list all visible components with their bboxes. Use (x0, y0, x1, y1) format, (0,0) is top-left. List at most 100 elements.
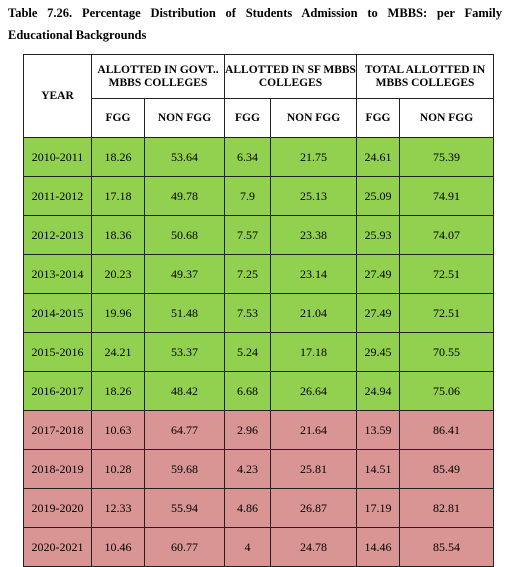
year-cell: 2019-2020 (23, 488, 92, 528)
value-cell-govt-fgg: 19.96 (91, 293, 145, 333)
value-cell-sf-non-fgg: 21.64 (269, 410, 358, 450)
value-cell-sf-non-fgg: 21.75 (269, 137, 358, 177)
value-cell-govt-non-fgg: 49.37 (144, 254, 225, 294)
value-cell-sf-fgg: 7.9 (224, 176, 271, 216)
sub-header-sf-fgg: FGG (224, 98, 271, 138)
year-cell: 2011-2012 (23, 176, 92, 216)
value-cell-govt-non-fgg: 53.64 (144, 137, 225, 177)
value-cell-total-fgg: 25.93 (356, 215, 401, 255)
table-row: 2012-2013 18.36 50.68 7.57 23.38 25.93 74.07 (23, 215, 495, 255)
value-cell-total-fgg: 27.49 (356, 293, 401, 333)
value-cell-total-non-fgg: 85.54 (399, 527, 495, 567)
year-cell: 2014-2015 (23, 293, 92, 333)
value-cell-govt-non-fgg: 55.94 (144, 488, 225, 528)
table-row: 2019-2020 12.33 55.94 4.86 26.87 17.19 82.81 (23, 488, 495, 528)
value-cell-govt-non-fgg: 59.68 (144, 449, 225, 489)
table-row: 2011-2012 17.18 49.78 7.9 25.13 25.09 74.91 (23, 176, 495, 216)
value-cell-total-non-fgg: 85.49 (399, 449, 495, 489)
group-header-row: YEAR ALLOTTED IN GOVT.. MBBS COLLEGES AL… (23, 54, 495, 138)
value-cell-total-non-fgg: 75.06 (399, 371, 495, 411)
value-cell-govt-fgg: 10.46 (91, 527, 145, 567)
distribution-table: YEAR ALLOTTED IN GOVT.. MBBS COLLEGES AL… (23, 54, 495, 567)
value-cell-sf-non-fgg: 26.87 (269, 488, 358, 528)
year-cell: 2010-2011 (23, 137, 92, 177)
value-cell-total-non-fgg: 74.07 (399, 215, 495, 255)
value-cell-sf-fgg: 5.24 (224, 332, 271, 372)
year-cell: 2017-2018 (23, 410, 92, 450)
value-cell-total-non-fgg: 74.91 (399, 176, 495, 216)
value-cell-govt-non-fgg: 60.77 (144, 527, 225, 567)
value-cell-govt-non-fgg: 53.37 (144, 332, 225, 372)
value-cell-govt-fgg: 12.33 (91, 488, 145, 528)
value-cell-govt-non-fgg: 64.77 (144, 410, 225, 450)
sub-header-row: FGG NON FGG FGG NON FGG FGG NON FGG (24, 98, 495, 138)
value-cell-total-non-fgg: 75.39 (399, 137, 495, 177)
table-row: 2015-2016 24.21 53.37 5.24 17.18 29.45 70.55 (23, 332, 495, 372)
sub-header-total-non-fgg: NON FGG (399, 98, 495, 138)
value-cell-total-fgg: 14.51 (356, 449, 401, 489)
group-header-sf: ALLOTTED IN SF MBBS COLLEGES (223, 54, 358, 99)
value-cell-govt-fgg: 18.26 (91, 137, 145, 177)
group-header-total: TOTAL ALLOTTED IN MBBS COLLEGES (356, 54, 495, 99)
year-cell: 2013-2014 (23, 254, 92, 294)
table-row: 2017-2018 10.63 64.77 2.96 21.64 13.59 86.41 (23, 410, 495, 450)
sub-header-govt-fgg: FGG (91, 98, 145, 138)
value-cell-total-non-fgg: 72.51 (399, 293, 495, 333)
table-row: 2016-2017 18.26 48.42 6.68 26.64 24.94 75.06 (23, 371, 495, 411)
value-cell-sf-fgg: 7.53 (224, 293, 271, 333)
table-row: 2010-2011 18.26 53.64 6.34 21.75 24.61 75.39 (23, 137, 495, 177)
sub-header-sf-non-fgg: NON FGG (269, 98, 358, 138)
table-row: 2014-2015 19.96 51.48 7.53 21.04 27.49 72.51 (23, 293, 495, 333)
value-cell-sf-fgg: 4 (224, 527, 271, 567)
value-cell-govt-fgg: 18.26 (91, 371, 145, 411)
value-cell-sf-non-fgg: 26.64 (269, 371, 358, 411)
value-cell-govt-fgg: 17.18 (91, 176, 145, 216)
value-cell-total-non-fgg: 86.41 (399, 410, 495, 450)
sub-header-total-fgg: FGG (356, 98, 401, 138)
value-cell-govt-non-fgg: 49.78 (144, 176, 225, 216)
value-cell-sf-fgg: 6.68 (224, 371, 271, 411)
value-cell-total-fgg: 25.09 (356, 176, 401, 216)
value-cell-govt-non-fgg: 48.42 (144, 371, 225, 411)
table-row: 2018-2019 10.28 59.68 4.23 25.81 14.51 85.49 (23, 449, 495, 489)
value-cell-sf-fgg: 7.57 (224, 215, 271, 255)
value-cell-sf-fgg: 2.96 (224, 410, 271, 450)
value-cell-total-non-fgg: 82.81 (399, 488, 495, 528)
year-column-header: YEAR (23, 54, 92, 138)
value-cell-sf-non-fgg: 25.13 (269, 176, 358, 216)
value-cell-sf-non-fgg: 25.81 (269, 449, 358, 489)
value-cell-govt-fgg: 10.63 (91, 410, 145, 450)
value-cell-total-fgg: 24.61 (356, 137, 401, 177)
value-cell-total-fgg: 29.45 (356, 332, 401, 372)
year-cell: 2015-2016 (23, 332, 92, 372)
value-cell-sf-fgg: 6.34 (224, 137, 271, 177)
year-cell: 2012-2013 (23, 215, 92, 255)
value-cell-govt-fgg: 24.21 (91, 332, 145, 372)
year-cell: 2016-2017 (23, 371, 92, 411)
value-cell-govt-fgg: 10.28 (91, 449, 145, 489)
group-header-govt: ALLOTTED IN GOVT.. MBBS COLLEGES (91, 54, 225, 99)
value-cell-govt-non-fgg: 51.48 (144, 293, 225, 333)
sub-header-govt-non-fgg: NON FGG (144, 98, 225, 138)
value-cell-total-non-fgg: 70.55 (399, 332, 495, 372)
value-cell-sf-non-fgg: 23.38 (269, 215, 358, 255)
year-cell: 2018-2019 (23, 449, 92, 489)
value-cell-sf-fgg: 4.86 (224, 488, 271, 528)
value-cell-total-fgg: 14.46 (356, 527, 401, 567)
value-cell-total-non-fgg: 72.51 (399, 254, 495, 294)
value-cell-total-fgg: 27.49 (356, 254, 401, 294)
value-cell-govt-fgg: 18.36 (91, 215, 145, 255)
table-row: 2013-2014 20.23 49.37 7.25 23.14 27.49 72.51 (23, 254, 495, 294)
value-cell-govt-fgg: 20.23 (91, 254, 145, 294)
value-cell-total-fgg: 13.59 (356, 410, 401, 450)
value-cell-govt-non-fgg: 50.68 (144, 215, 225, 255)
table-caption: Table 7.26. Percentage Distribution of S… (8, 6, 502, 42)
value-cell-total-fgg: 17.19 (356, 488, 401, 528)
value-cell-sf-non-fgg: 23.14 (269, 254, 358, 294)
value-cell-sf-fgg: 4.23 (224, 449, 271, 489)
value-cell-sf-fgg: 7.25 (224, 254, 271, 294)
year-cell: 2020-2021 (23, 527, 92, 567)
value-cell-sf-non-fgg: 21.04 (269, 293, 358, 333)
value-cell-sf-non-fgg: 17.18 (269, 332, 358, 372)
table-row: 2020-2021 10.46 60.77 4 24.78 14.46 85.54 (23, 527, 495, 567)
